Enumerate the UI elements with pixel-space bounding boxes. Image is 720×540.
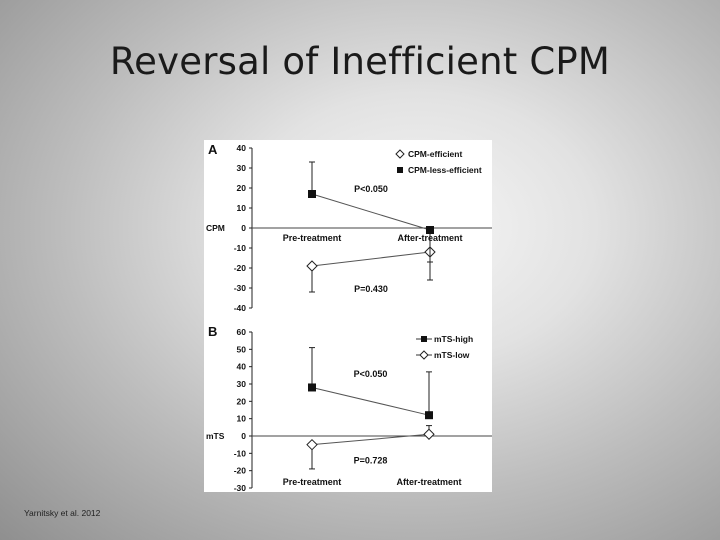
data-point-diamond (306, 438, 318, 451)
data-point-diamond (306, 260, 318, 272)
y-tick-label: -20 (234, 263, 247, 273)
y-tick-label: -30 (234, 283, 247, 293)
data-point-square (425, 411, 433, 420)
panel-label: A (208, 142, 218, 157)
x-category-label: After-treatment (396, 477, 461, 487)
legend-label: mTS-low (434, 350, 470, 360)
y-tick-label: 40 (237, 362, 247, 372)
p-value-annotation: P<0.050 (354, 369, 388, 379)
legend-marker-square (397, 167, 403, 173)
slide-title: Reversal of Inefficient CPM (109, 40, 611, 83)
y-axis-label: CPM (206, 223, 225, 233)
citation: Yarnitsky et al. 2012 (24, 508, 101, 518)
p-value-annotation: P=0.728 (354, 456, 388, 466)
data-point-square (426, 226, 434, 234)
y-tick-label: 10 (237, 203, 247, 213)
y-tick-label: 0 (241, 431, 246, 441)
chart-canvas: A 40 30 20 10 0 -10 -20 -30 -40 CPM Pre-treatment Af… (206, 142, 492, 492)
y-tick-label: 30 (237, 163, 247, 173)
y-axis-label: mTS (206, 431, 225, 441)
y-tick-label: 0 (241, 223, 246, 233)
legend-label: CPM-efficient (408, 149, 462, 159)
legend-marker-diamond (395, 149, 405, 159)
legend-marker-diamond (419, 350, 429, 360)
y-tick-label: -30 (234, 483, 247, 492)
y-tick-label: -10 (234, 448, 247, 458)
series-line (311, 251, 431, 267)
series-line (311, 386, 430, 416)
y-tick-label: 30 (237, 379, 247, 389)
p-value-annotation: P<0.050 (354, 184, 388, 194)
y-tick-label: 60 (237, 327, 247, 337)
legend-label: CPM-less-efficient (408, 165, 482, 175)
series-line (311, 433, 430, 446)
data-point-square (308, 383, 316, 392)
panel-label: B (208, 324, 217, 339)
y-tick-label: -20 (234, 466, 247, 476)
y-tick-label: -40 (234, 303, 247, 313)
p-value-annotation: P=0.430 (354, 284, 388, 294)
y-tick-label: 20 (237, 396, 247, 406)
y-tick-label: 50 (237, 344, 247, 354)
legend-marker-square (421, 336, 427, 342)
x-category-label: Pre-treatment (283, 477, 342, 487)
y-tick-label: -10 (234, 243, 247, 253)
y-tick-label: 40 (237, 143, 247, 153)
y-tick-label: 20 (237, 183, 247, 193)
x-category-label: Pre-treatment (283, 233, 342, 243)
y-tick-label: 10 (237, 414, 247, 424)
chart-figure: A 40 30 20 10 0 -10 -20 -30 -40 CPM Pre-treatment Af… (204, 140, 492, 492)
data-point-square (308, 190, 316, 198)
legend-label: mTS-high (434, 334, 473, 344)
data-point-diamond (423, 428, 435, 440)
series-line (311, 193, 431, 231)
